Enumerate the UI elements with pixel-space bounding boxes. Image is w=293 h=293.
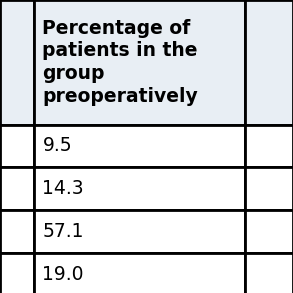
Text: 19.0: 19.0 bbox=[42, 265, 84, 284]
Bar bbox=[245, 125, 293, 167]
Text: 57.1: 57.1 bbox=[42, 222, 84, 241]
Text: Percentage of
patients in the
group
preoperatively: Percentage of patients in the group preo… bbox=[42, 19, 198, 106]
Bar bbox=[34, 210, 245, 253]
Bar bbox=[245, 210, 293, 253]
Bar bbox=[0, 125, 34, 167]
Bar bbox=[34, 125, 245, 167]
Bar bbox=[34, 253, 245, 293]
Bar bbox=[245, 0, 293, 125]
Bar bbox=[34, 0, 245, 125]
Bar bbox=[245, 167, 293, 210]
Bar bbox=[0, 253, 34, 293]
Bar bbox=[34, 167, 245, 210]
Bar bbox=[0, 210, 34, 253]
Text: 14.3: 14.3 bbox=[42, 179, 84, 198]
Bar bbox=[0, 0, 34, 125]
Text: 9.5: 9.5 bbox=[42, 137, 72, 155]
Bar bbox=[245, 253, 293, 293]
Bar bbox=[0, 167, 34, 210]
